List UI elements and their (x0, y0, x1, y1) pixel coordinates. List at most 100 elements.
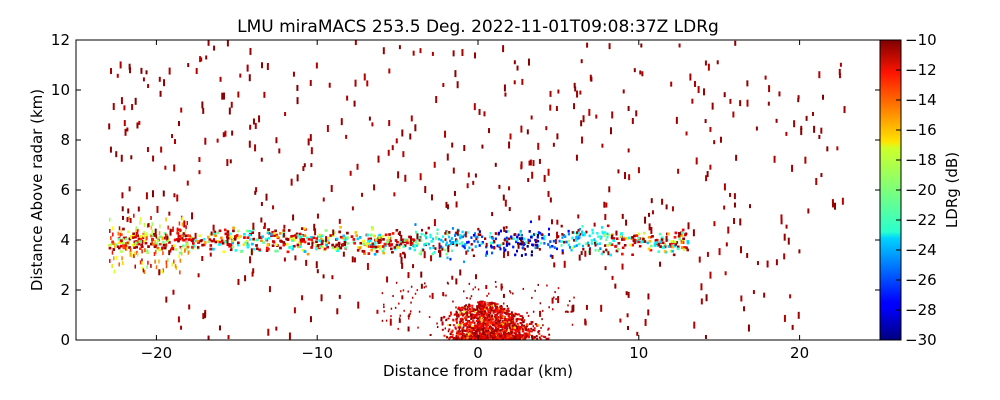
data-point (403, 244, 407, 247)
data-point (528, 332, 531, 335)
data-point (553, 246, 556, 249)
data-point (457, 315, 460, 318)
data-point (755, 126, 758, 131)
data-point (303, 240, 307, 244)
data-point (178, 221, 181, 226)
data-point (311, 241, 314, 247)
data-point (401, 129, 404, 137)
data-point (649, 248, 653, 252)
data-point (150, 225, 153, 230)
data-point (504, 318, 507, 321)
data-point (396, 246, 400, 249)
data-point (603, 234, 606, 237)
data-point (494, 309, 497, 312)
data-point (470, 313, 473, 316)
data-point (159, 90, 162, 97)
data-point (227, 335, 230, 340)
data-point (469, 315, 472, 318)
data-point (447, 245, 450, 253)
data-point (460, 333, 463, 336)
data-point (186, 220, 189, 225)
data-point (494, 237, 497, 241)
data-point (518, 326, 521, 329)
data-point (352, 238, 356, 241)
data-point (212, 224, 215, 231)
data-point (398, 318, 401, 323)
data-point (420, 283, 423, 289)
data-point (424, 282, 426, 285)
data-point (519, 233, 522, 236)
data-point (142, 239, 146, 243)
data-point (660, 238, 664, 241)
data-point (511, 334, 514, 337)
data-point (473, 333, 476, 336)
data-point (729, 192, 732, 197)
data-point (660, 245, 664, 249)
data-point (671, 250, 674, 253)
data-point (503, 249, 506, 252)
data-point (482, 313, 485, 316)
data-point (424, 186, 427, 194)
data-point (328, 82, 331, 88)
data-point (506, 317, 509, 320)
data-point (493, 240, 496, 244)
data-point (667, 232, 670, 236)
data-point (418, 236, 421, 239)
data-point (266, 63, 269, 71)
data-point (611, 275, 614, 280)
data-point (507, 331, 510, 334)
data-point (525, 332, 528, 335)
data-point (620, 232, 623, 235)
data-point (285, 242, 289, 246)
data-point (320, 294, 323, 302)
data-point (390, 307, 393, 310)
data-point (481, 235, 484, 238)
data-point (490, 325, 493, 328)
data-point (500, 335, 503, 338)
data-point (537, 231, 540, 234)
data-point (476, 314, 479, 317)
data-point (391, 145, 394, 151)
data-point (395, 243, 399, 247)
data-point (461, 335, 464, 338)
data-point (536, 233, 539, 237)
data-point (288, 332, 291, 340)
data-point (629, 243, 632, 247)
data-point (480, 319, 483, 322)
data-point (256, 247, 259, 250)
x-axis-label: Distance from radar (km) (383, 362, 573, 380)
data-point (120, 239, 123, 242)
data-point (356, 163, 359, 170)
data-point (498, 244, 501, 247)
data-point (326, 236, 329, 240)
data-point (113, 244, 116, 249)
data-point (395, 281, 398, 284)
data-point (122, 236, 126, 240)
data-point (800, 128, 803, 136)
data-point (424, 234, 427, 237)
data-point (587, 241, 590, 245)
data-point (463, 260, 466, 264)
data-point (474, 234, 477, 238)
data-point (497, 318, 500, 321)
data-point (226, 243, 230, 247)
data-point (826, 146, 829, 152)
data-point (461, 244, 464, 248)
data-point (502, 194, 505, 201)
data-point (693, 321, 696, 329)
data-point (344, 246, 348, 249)
data-point (439, 245, 442, 248)
data-point (500, 288, 503, 291)
data-point (463, 311, 466, 314)
data-point (481, 311, 483, 314)
data-point (521, 325, 524, 328)
data-point (292, 71, 295, 77)
data-point (237, 241, 240, 245)
y-tick-label: 8 (60, 131, 70, 149)
data-point (465, 250, 468, 255)
data-point (512, 292, 514, 295)
data-point (284, 112, 287, 117)
data-point (147, 260, 149, 265)
data-point (143, 269, 146, 274)
data-point (685, 246, 688, 249)
